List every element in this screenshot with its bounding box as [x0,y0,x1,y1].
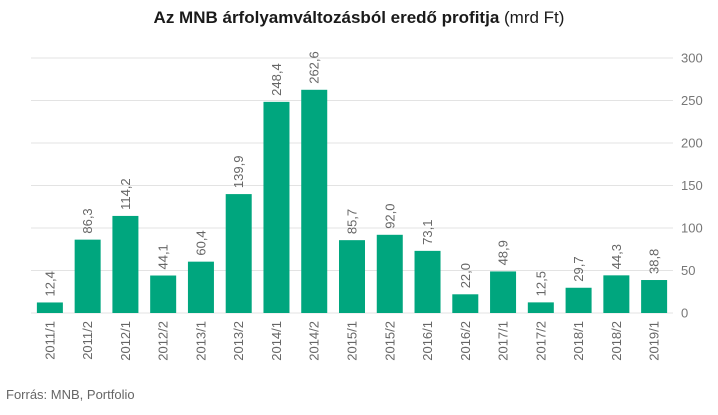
x-tick-label: 2015/1 [345,321,360,361]
bar [225,194,252,313]
data-label: 48,9 [496,240,511,265]
bar [414,250,441,313]
data-label: 22,0 [458,263,473,288]
x-tick-label: 2016/1 [420,321,435,361]
bar [527,302,554,313]
x-tick-label: 2018/2 [609,321,624,361]
data-label: 12,5 [533,271,548,296]
data-label: 73,1 [420,220,435,245]
chart-title-main: Az MNB árfolyamváltozásból eredő profitj… [153,8,500,27]
y-tick-label: 100 [681,221,703,236]
data-label: 248,4 [269,63,284,96]
data-label: 86,3 [80,208,95,233]
data-label: 139,9 [231,156,246,189]
x-tick-label: 2016/2 [458,321,473,361]
bar [565,287,592,313]
data-label: 44,3 [609,244,624,269]
chart-title: Az MNB árfolyamváltozásból eredő profitj… [0,8,718,28]
x-tick-label: 2018/1 [571,321,586,361]
bar [187,261,214,313]
data-label: 44,1 [156,244,171,269]
y-tick-label: 150 [681,178,703,193]
chart-title-unit: (mrd Ft) [504,8,565,27]
x-tick-label: 2013/1 [193,321,208,361]
bar [376,234,403,313]
x-tick-label: 2014/1 [269,321,284,361]
data-label: 85,7 [345,209,360,234]
data-labels: 12,4 86,3 114,2 44,1 60,4 139,9 248,4 262,6 85,7… [42,51,661,296]
data-label: 114,2 [118,178,133,210]
bar [452,294,479,313]
bar [36,302,63,313]
y-axis-ticks: 0 50 100 150 200 250 300 [681,51,703,321]
bar [490,271,517,313]
bar [112,215,139,313]
x-tick-label: 2011/2 [80,321,95,360]
bar [263,101,290,313]
bars [36,89,668,313]
x-tick-label: 2012/1 [118,321,133,361]
x-tick-label: 2012/2 [156,321,171,361]
data-label: 38,8 [647,249,662,274]
y-tick-label: 0 [681,306,688,321]
data-label: 60,4 [193,230,208,255]
data-label: 262,6 [307,51,322,84]
data-label: 92,0 [382,203,397,228]
bar [150,275,177,313]
bar [641,280,668,313]
x-tick-label: 2011/1 [42,321,57,360]
bar [339,240,365,313]
bar [301,89,328,313]
bar [74,239,101,313]
x-tick-label: 2017/2 [533,321,548,361]
data-label: 29,7 [571,256,586,281]
x-tick-label: 2014/2 [307,321,322,361]
y-tick-label: 300 [681,51,703,66]
x-axis-labels: 2011/1 2011/2 2012/1 2012/2 2013/1 2013/2 2014… [42,321,661,361]
y-tick-label: 50 [681,263,695,278]
x-tick-label: 2015/2 [382,321,397,361]
x-tick-label: 2017/1 [496,321,511,361]
data-label: 12,4 [42,271,57,296]
source-note: Forrás: MNB, Portfolio [6,387,135,402]
x-tick-label: 2019/1 [647,321,662,361]
bar [603,275,630,313]
y-tick-label: 200 [681,136,703,151]
x-tick-label: 2013/2 [231,321,246,361]
y-tick-label: 250 [681,93,703,108]
